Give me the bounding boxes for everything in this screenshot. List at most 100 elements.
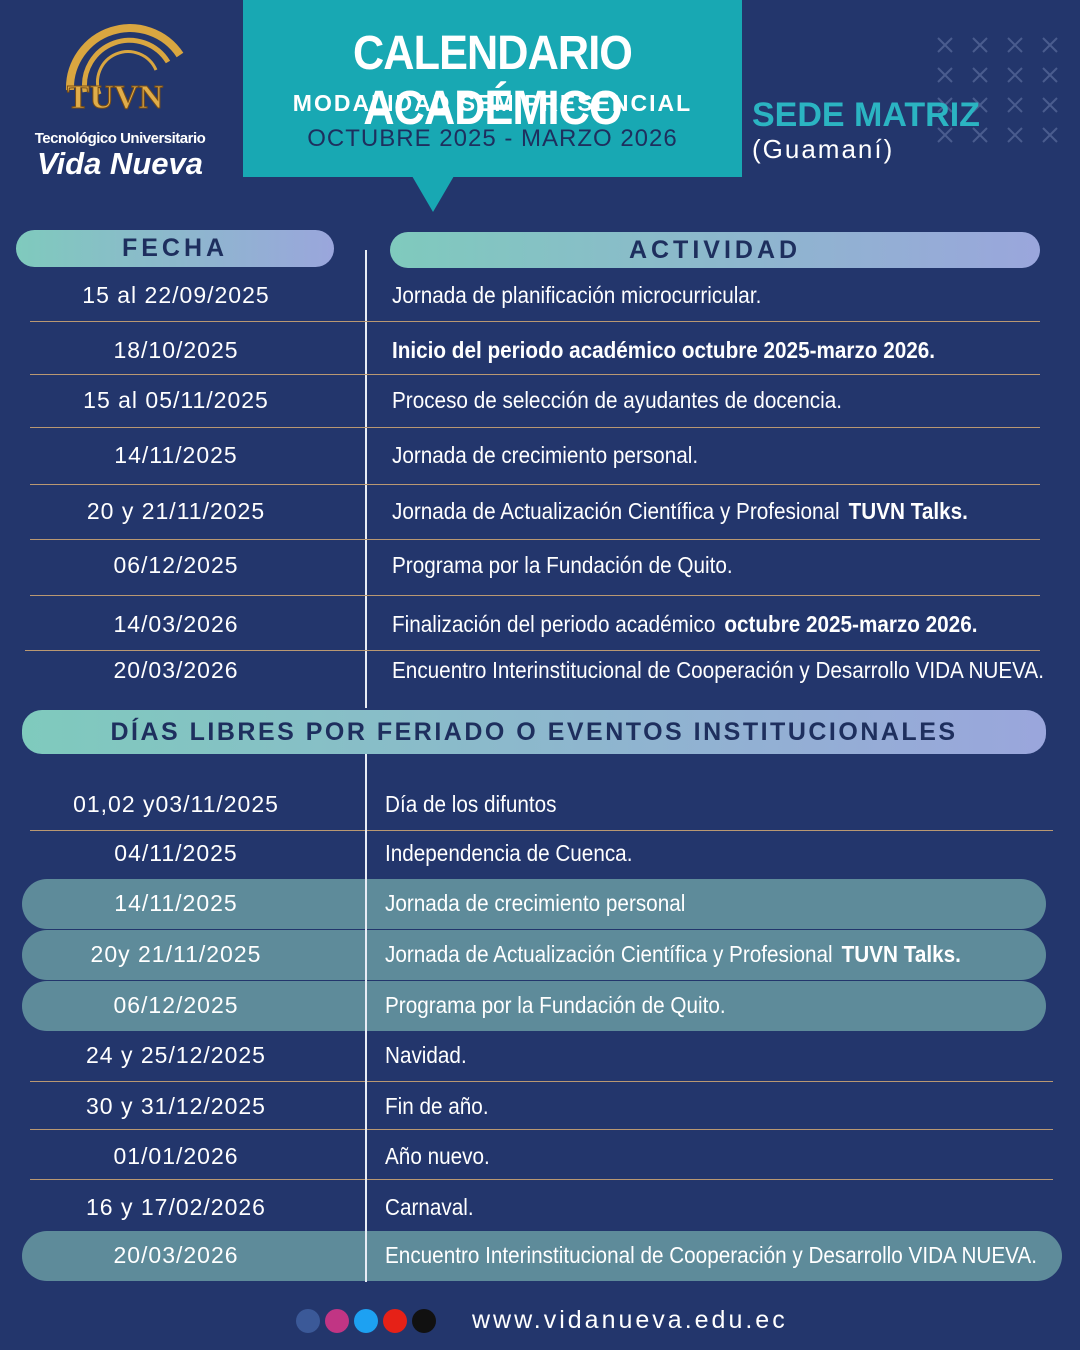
activity-text: Jornada de planificación microcurricular… [392, 282, 762, 308]
x-mark [972, 37, 988, 53]
row-date: 20/03/2026 [113, 657, 239, 683]
header-period: OCTUBRE 2025 - MARZO 2026 [307, 125, 678, 152]
row-highlight [22, 1231, 1062, 1281]
row-separator [25, 650, 1040, 651]
row-date: 14/11/2025 [114, 890, 238, 916]
column-header: ACTIVIDAD [390, 232, 1040, 268]
activity-text: Encuentro Interinstitucional de Cooperac… [385, 1242, 1037, 1268]
activity-text: Día de los difuntos [385, 791, 557, 817]
x-mark [1042, 127, 1058, 143]
logo-text: TUVN [67, 79, 164, 116]
x-pattern [937, 37, 1058, 143]
activity-text: Jornada de Actualización Científica y Pr… [385, 941, 833, 967]
activity-text: Jornada de Actualización Científica y Pr… [392, 498, 840, 524]
row-activity: Jornada de crecimiento personal. [392, 442, 698, 469]
row-date: 01,02 y03/11/2025 [73, 791, 279, 817]
x-mark [1007, 37, 1023, 53]
activity-text: Independencia de Cuenca. [385, 840, 633, 866]
row-date: 14/11/2025 [114, 442, 238, 468]
x-mark [1042, 67, 1058, 83]
activity-text: Jornada de crecimiento personal [385, 890, 686, 916]
row-date: 15 al 22/09/2025 [82, 282, 270, 308]
row-separator [30, 321, 1040, 322]
activity-strong: TUVN Talks. [841, 941, 961, 967]
row-activity: Programa por la Fundación de Quito. [385, 992, 726, 1019]
row-separator [30, 1179, 1053, 1180]
x-mark [972, 127, 988, 143]
x-mark [937, 67, 953, 83]
row-date: 06/12/2025 [113, 552, 239, 578]
header-subtitle: MODALIDAD SEMIPRESENCIAL [292, 90, 693, 116]
row-date: 16 y 17/02/2026 [86, 1194, 266, 1220]
activity-text: Año nuevo. [385, 1143, 490, 1169]
row-date: 06/12/2025 [113, 992, 239, 1018]
divider [365, 754, 367, 1282]
row-date: 30 y 31/12/2025 [86, 1093, 266, 1119]
column-header: FECHA [16, 230, 334, 267]
x-mark [1007, 127, 1023, 143]
row-activity: Inicio del periodo académico octubre 202… [392, 337, 935, 364]
row-date: 18/10/2025 [113, 337, 239, 363]
activity-strong: Inicio del periodo académico octubre 202… [392, 337, 935, 363]
activity-strong: octubre 2025-marzo 2026. [724, 611, 978, 637]
header-title: CALENDARIO ACADÉMICO [353, 27, 633, 135]
section-title: DÍAS LIBRES POR FERIADO O EVENTOS INSTIT… [22, 710, 1046, 754]
row-activity: Encuentro Interinstitucional de Cooperac… [385, 1242, 1037, 1269]
row-activity: Proceso de selección de ayudantes de doc… [392, 387, 842, 414]
row-highlight [22, 879, 1046, 929]
row-date: 20 y 21/11/2025 [86, 498, 266, 524]
row-activity: Año nuevo. [385, 1143, 490, 1170]
row-separator [30, 427, 1040, 428]
activity-text: Proceso de selección de ayudantes de doc… [392, 387, 842, 413]
activity-text: Encuentro Interinstitucional de Cooperac… [392, 657, 1044, 683]
social-icons [296, 1309, 436, 1333]
x-mark [1042, 97, 1058, 113]
row-date: 14/03/2026 [113, 611, 239, 637]
row-activity: Carnaval. [385, 1194, 474, 1221]
activity-strong: TUVN Talks. [848, 498, 968, 524]
campus-name: SEDE MATRIZ [752, 96, 980, 134]
x-mark [972, 97, 988, 113]
website[interactable]: www.vidanueva.edu.ec [472, 1306, 788, 1334]
row-activity: Jornada de crecimiento personal [385, 890, 685, 917]
row-activity: Fin de año. [385, 1093, 489, 1120]
row-activity: Jornada de Actualización Científica y Pr… [385, 941, 961, 968]
row-activity: Navidad. [385, 1042, 467, 1069]
row-activity: Programa por la Fundación de Quito. [392, 552, 733, 579]
row-activity: Día de los difuntos [385, 791, 556, 818]
row-activity: Encuentro Interinstitucional de Cooperac… [392, 657, 1044, 684]
header-pointer [412, 176, 454, 212]
row-date: 24 y 25/12/2025 [86, 1042, 266, 1068]
row-separator [30, 374, 1040, 375]
row-separator [30, 1129, 1053, 1130]
activity-text: Navidad. [385, 1042, 467, 1068]
row-activity: Independencia de Cuenca. [385, 840, 632, 867]
divider [365, 250, 367, 708]
x-mark [1042, 37, 1058, 53]
row-highlight [22, 981, 1046, 1031]
x-mark [1007, 67, 1023, 83]
row-activity: Finalización del periodo académico octubr… [392, 611, 977, 638]
logo-mark: TUVN [65, 24, 184, 117]
activity-text: Fin de año. [385, 1093, 489, 1119]
row-activity: Jornada de planificación microcurricular… [392, 282, 761, 309]
row-separator [30, 539, 1040, 540]
x-mark [937, 37, 953, 53]
row-date: 01/01/2026 [113, 1143, 239, 1169]
logo-name: Vida Nueva [37, 146, 203, 181]
x-mark [1007, 97, 1023, 113]
activity-text: Programa por la Fundación de Quito. [392, 552, 733, 578]
row-separator [30, 595, 1040, 596]
row-date: 04/11/2025 [114, 840, 238, 866]
row-separator [30, 830, 1053, 831]
campus-location: (Guamaní) [752, 134, 895, 164]
row-separator [30, 1081, 1053, 1082]
activity-text: Programa por la Fundación de Quito. [385, 992, 726, 1018]
activity-text: Carnaval. [385, 1194, 474, 1220]
row-date: 15 al 05/11/2025 [83, 387, 269, 413]
logo-line: Tecnológico Universitario [34, 130, 206, 147]
activity-text: Jornada de crecimiento personal. [392, 442, 699, 468]
header-box [243, 0, 742, 177]
row-highlight [22, 930, 1046, 980]
